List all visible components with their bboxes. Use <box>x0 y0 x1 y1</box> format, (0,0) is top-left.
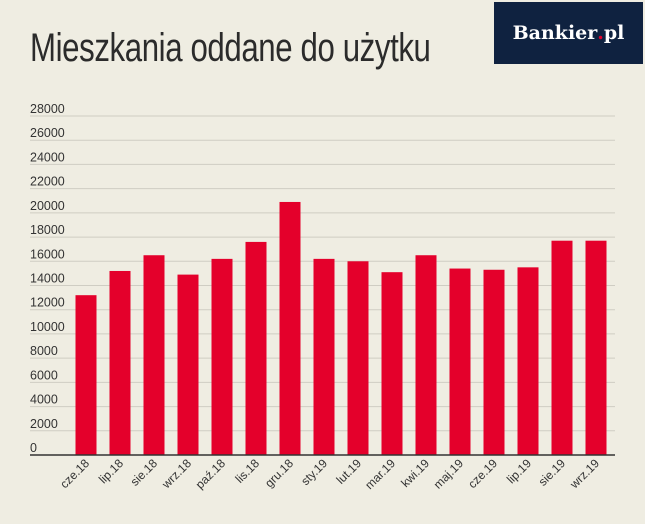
bar-lut.19 <box>347 261 369 455</box>
y-tick-label: 8000 <box>30 344 58 358</box>
y-axis-ticks: 2800026000240002200020000180001600014000… <box>30 102 65 455</box>
logo-text: Bankier <box>512 22 598 44</box>
bar-cze.18 <box>75 295 97 455</box>
x-tick-label: sie.18 <box>128 456 161 489</box>
bar-wrz.19 <box>585 240 607 455</box>
y-tick-label: 10000 <box>30 320 65 334</box>
logo-suffix: pl <box>603 22 625 44</box>
y-tick-label: 12000 <box>30 296 65 310</box>
y-tick-label: 2000 <box>30 417 58 431</box>
bar-lip.18 <box>109 270 131 455</box>
x-tick-label: wrz.19 <box>567 456 603 492</box>
x-tick-label: cze.19 <box>465 456 500 491</box>
bar-kwi.19 <box>415 255 437 455</box>
x-tick-label: lut.19 <box>333 456 364 487</box>
bar-wrz.18 <box>177 274 199 455</box>
y-tick-label: 18000 <box>30 223 65 237</box>
x-tick-label: lis.18 <box>232 456 262 486</box>
chart-title: Mieszkania oddane do użytku <box>30 26 431 70</box>
y-tick-label: 26000 <box>30 126 65 140</box>
x-tick-label: wrz.18 <box>159 456 195 492</box>
bar-sty.19 <box>313 258 335 455</box>
x-tick-label: gru.18 <box>262 456 296 490</box>
y-tick-label: 22000 <box>30 175 65 189</box>
bar-gru.18 <box>279 201 301 455</box>
x-tick-label: cze.18 <box>57 456 92 491</box>
y-tick-label: 16000 <box>30 247 65 261</box>
x-tick-label: sie.19 <box>536 456 569 489</box>
y-tick-label: 20000 <box>30 199 65 213</box>
y-tick-label: 24000 <box>30 150 65 164</box>
bar-paź.18 <box>211 258 233 455</box>
bar-lis.18 <box>245 241 267 455</box>
bar-sie.18 <box>143 255 165 455</box>
x-tick-label: paź.18 <box>193 456 229 492</box>
bar-lip.19 <box>517 267 539 455</box>
x-tick-label: mar.19 <box>362 456 398 492</box>
y-tick-label: 28000 <box>30 102 65 116</box>
x-tick-label: lip.19 <box>504 456 534 486</box>
bar-sie.19 <box>551 240 573 455</box>
x-tick-label: kwi.19 <box>398 456 432 490</box>
x-tick-label: lip.18 <box>96 456 126 486</box>
y-tick-label: 4000 <box>30 393 58 407</box>
y-tick-label: 6000 <box>30 368 58 382</box>
bars <box>75 201 607 455</box>
bar-mar.19 <box>381 272 403 455</box>
y-tick-label: 14000 <box>30 272 65 286</box>
y-tick-label: 0 <box>30 441 37 455</box>
x-tick-label: maj.19 <box>431 456 467 492</box>
bar-cze.19 <box>483 269 505 455</box>
x-tick-label: sty.19 <box>298 456 330 488</box>
bar-maj.19 <box>449 268 471 455</box>
bankier-logo: Bankier. pl <box>494 2 643 64</box>
